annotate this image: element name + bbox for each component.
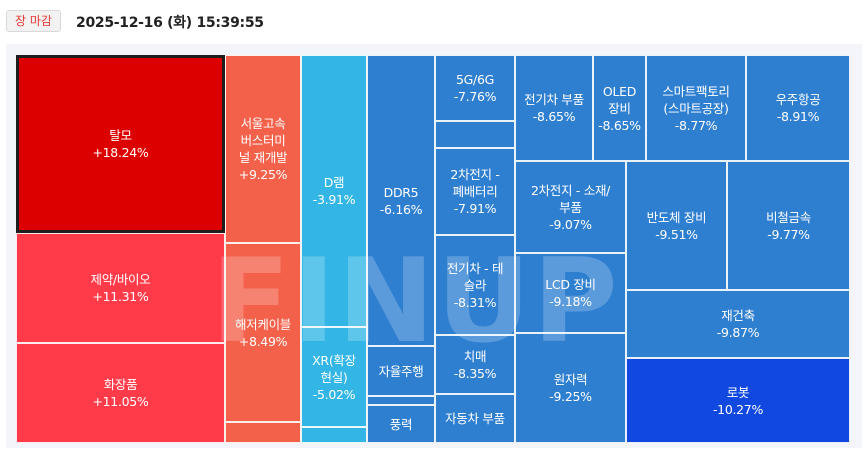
tile-name: 전기차 부품 bbox=[524, 92, 584, 107]
tile-change: -9.18% bbox=[549, 294, 592, 309]
tile-change: -8.65% bbox=[598, 117, 641, 133]
treemap-tile-small[interactable] bbox=[225, 422, 301, 443]
tile-change: -9.87% bbox=[716, 325, 760, 340]
tile-change: -9.51% bbox=[655, 226, 698, 242]
tile-name: OLED 장비 bbox=[602, 83, 637, 116]
treemap-tile[interactable]: 화장품 +11.05% bbox=[16, 343, 225, 443]
treemap-tile[interactable]: 반도체 장비 -9.51% bbox=[626, 161, 727, 290]
treemap-tile-small[interactable] bbox=[301, 427, 367, 443]
tile-name: XR(확장현실) bbox=[312, 352, 356, 385]
treemap-tile-small[interactable] bbox=[367, 396, 435, 405]
treemap-tile[interactable]: D램 -3.91% bbox=[301, 55, 367, 327]
tile-change: -10.27% bbox=[712, 401, 764, 417]
treemap-tile[interactable]: 제약/바이오 +11.31% bbox=[16, 233, 225, 343]
market-status-badge: 장 마감 bbox=[6, 10, 61, 32]
tile-name: 치매 bbox=[463, 348, 487, 364]
tile-change: -8.77% bbox=[674, 117, 718, 133]
treemap-tile[interactable]: 원자력 -9.25% bbox=[515, 333, 626, 443]
tile-name: 탈모 bbox=[109, 128, 132, 143]
treemap-tile[interactable]: 로봇 -10.27% bbox=[626, 358, 850, 443]
tile-name: 해저케이블 bbox=[234, 316, 291, 332]
tile-name: 2차전지 - 소재/부품 bbox=[530, 182, 611, 215]
treemap-tile[interactable]: 해저케이블 +8.49% bbox=[225, 243, 301, 422]
tile-name: 풍력 bbox=[389, 416, 413, 432]
tile-name: 서울고속버스터미널 재개발 bbox=[238, 116, 288, 165]
tile-change: -8.65% bbox=[532, 109, 576, 124]
tile-change: -5.02% bbox=[312, 386, 356, 402]
tile-change: +11.31% bbox=[92, 289, 149, 304]
treemap-tile[interactable]: 5G/6G -7.76% bbox=[435, 55, 515, 121]
header-bar: 장 마감 2025-12-16 (화) 15:39:55 bbox=[0, 0, 866, 44]
tile-change: -8.91% bbox=[776, 109, 820, 124]
tile-name: 스마트팩토리 (스마트공장) bbox=[662, 83, 730, 116]
tile-name: 제약/바이오 bbox=[90, 272, 151, 287]
sector-treemap: 탈모 +18.24% 제약/바이오 +11.31% 화장품 +11.05% 서울고속버… bbox=[6, 44, 862, 448]
treemap-tile[interactable]: 2차전지 - 소재/부품 -9.07% bbox=[515, 161, 626, 253]
treemap-tile[interactable]: 탈모 +18.24% bbox=[16, 55, 225, 233]
tile-name: 비철금속 bbox=[766, 209, 811, 225]
tile-name: 자율주행 bbox=[378, 363, 424, 379]
tile-name: 전기차 - 테슬라 bbox=[446, 260, 504, 293]
tile-change: -7.76% bbox=[453, 89, 497, 104]
tile-name: D램 bbox=[323, 175, 345, 190]
tile-name: 반도체 장비 bbox=[646, 209, 707, 225]
treemap-tile[interactable]: 치매 -8.35% bbox=[435, 335, 515, 394]
tile-change: -3.91% bbox=[312, 192, 356, 207]
treemap-tile[interactable]: 전기차 - 테슬라 -8.31% bbox=[435, 235, 515, 335]
tile-name: 로봇 bbox=[726, 384, 750, 400]
treemap-tile[interactable]: LCD 장비 -9.18% bbox=[515, 253, 626, 333]
tile-name: 재건축 bbox=[721, 308, 755, 323]
tile-change: +9.25% bbox=[238, 167, 288, 182]
tile-change: -6.16% bbox=[379, 201, 423, 217]
tile-name: 원자력 bbox=[553, 372, 588, 387]
tile-name: 2차전지 - 폐배터리 bbox=[450, 167, 500, 199]
treemap-tile[interactable]: 서울고속버스터미널 재개발 +9.25% bbox=[225, 55, 301, 243]
tile-change: -8.31% bbox=[453, 294, 497, 310]
treemap-tile[interactable]: DDR5 -6.16% bbox=[367, 55, 435, 346]
treemap-tile[interactable]: 전기차 부품 -8.65% bbox=[515, 55, 593, 161]
tile-name: LCD 장비 bbox=[545, 277, 596, 292]
treemap-tile[interactable]: XR(확장현실) -5.02% bbox=[301, 327, 367, 427]
treemap-tile[interactable]: 자율주행 bbox=[367, 346, 435, 396]
tile-change: -9.07% bbox=[549, 216, 592, 232]
tile-change: +18.24% bbox=[92, 145, 149, 160]
tile-name: 자동차 부품 bbox=[445, 411, 505, 426]
treemap-tile[interactable]: 자동차 부품 bbox=[435, 394, 515, 443]
tile-change: -9.77% bbox=[767, 226, 810, 242]
treemap-tile[interactable]: 풍력 bbox=[367, 405, 435, 443]
treemap-tile[interactable]: 스마트팩토리 (스마트공장) -8.77% bbox=[646, 55, 746, 161]
tile-change: +11.05% bbox=[92, 394, 149, 409]
treemap-tile[interactable]: 재건축 -9.87% bbox=[626, 290, 850, 358]
tile-name: 우주항공 bbox=[775, 92, 821, 107]
treemap-tile[interactable]: 우주항공 -8.91% bbox=[746, 55, 850, 161]
timestamp: 2025-12-16 (화) 15:39:55 bbox=[76, 15, 264, 31]
tile-change: -7.91% bbox=[453, 201, 497, 216]
treemap-tile[interactable]: 비철금속 -9.77% bbox=[727, 161, 850, 290]
tile-name: 5G/6G bbox=[456, 72, 494, 87]
treemap-tile-small[interactable] bbox=[435, 121, 515, 148]
treemap-tile[interactable]: OLED 장비 -8.65% bbox=[593, 55, 646, 161]
tile-name: DDR5 bbox=[383, 184, 419, 200]
tile-name: 화장품 bbox=[103, 377, 138, 392]
treemap-tile[interactable]: 2차전지 - 폐배터리 -7.91% bbox=[435, 148, 515, 235]
tile-change: +8.49% bbox=[238, 333, 288, 349]
tile-change: -8.35% bbox=[453, 365, 497, 381]
tile-change: -9.25% bbox=[549, 389, 592, 404]
